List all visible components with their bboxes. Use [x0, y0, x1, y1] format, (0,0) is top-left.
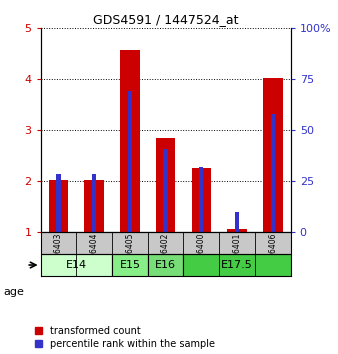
Bar: [227, 229, 247, 232]
Bar: [49, 180, 68, 232]
Text: GSM936402: GSM936402: [161, 233, 170, 279]
Bar: [235, 212, 239, 232]
Title: GDS4591 / 1447524_at: GDS4591 / 1447524_at: [93, 13, 238, 26]
Bar: [184, 254, 291, 276]
Text: GSM936401: GSM936401: [233, 233, 242, 279]
Bar: [128, 91, 132, 232]
Bar: [199, 167, 203, 232]
Bar: [164, 149, 168, 232]
Bar: [120, 50, 140, 232]
Bar: [41, 254, 112, 276]
Text: E16: E16: [155, 260, 176, 270]
Text: GSM936403: GSM936403: [54, 233, 63, 279]
Text: age: age: [3, 287, 24, 297]
Bar: [84, 180, 104, 232]
Bar: [56, 174, 61, 232]
Text: GSM936400: GSM936400: [197, 233, 206, 279]
Legend: transformed count, percentile rank within the sample: transformed count, percentile rank withi…: [35, 326, 215, 349]
Bar: [156, 138, 175, 232]
Bar: [112, 254, 148, 276]
Text: GSM936404: GSM936404: [90, 233, 99, 279]
Text: E17.5: E17.5: [221, 260, 253, 270]
Text: GSM936406: GSM936406: [268, 233, 277, 279]
Bar: [148, 254, 184, 276]
Text: E14: E14: [66, 260, 87, 270]
Bar: [92, 174, 96, 232]
Bar: [192, 168, 211, 232]
Bar: [271, 114, 275, 232]
Text: E15: E15: [119, 260, 140, 270]
Bar: [263, 78, 283, 232]
Text: GSM936405: GSM936405: [125, 233, 135, 279]
